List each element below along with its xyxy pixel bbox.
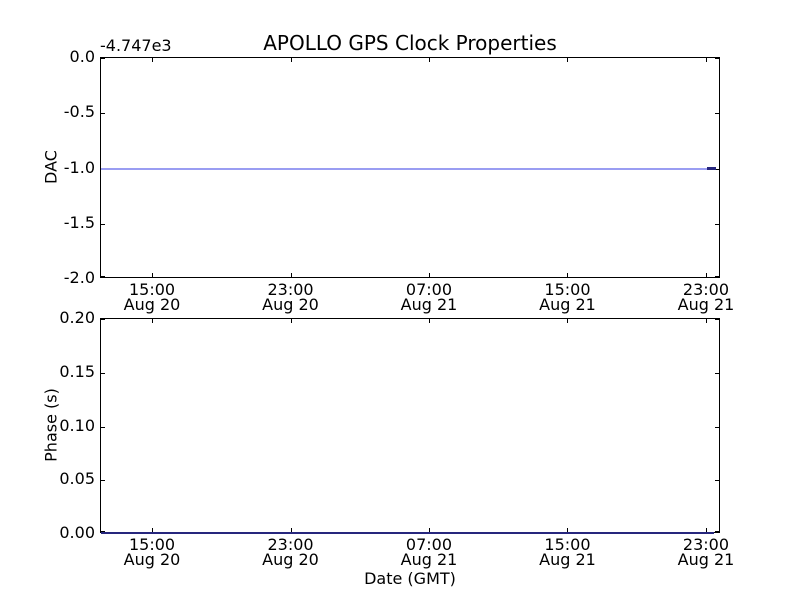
x-tick-mark (429, 528, 430, 532)
y-tick-mark (715, 58, 719, 59)
y-tick-mark (101, 224, 105, 225)
x-tick-mark (567, 273, 568, 277)
x-tick-label: 15:00 Aug 20 (104, 280, 200, 314)
dac-axes (100, 57, 720, 278)
y-tick-label: -0.5 (63, 102, 95, 122)
x-tick-label: 23:00 Aug 20 (243, 280, 339, 314)
phase-data-line (101, 532, 714, 534)
x-tick-label: 07:00 Aug 21 (381, 535, 477, 569)
y-tick-label: 0.20 (59, 308, 95, 327)
x-axis-label: Date (GMT) (364, 569, 456, 588)
y-tick-mark (715, 531, 719, 532)
x-tick-time: 15:00 (128, 280, 176, 299)
x-tick-time: 15:00 (544, 535, 591, 554)
dac-trend-line-line (101, 168, 714, 170)
x-tick-mark (291, 319, 292, 323)
x-tick-time: 07:00 (405, 280, 453, 299)
x-tick-label: 23:00 Aug 20 (243, 535, 339, 569)
x-tick-mark (706, 528, 707, 532)
x-tick-date: Aug 20 (262, 550, 319, 569)
x-tick-mark (706, 319, 707, 323)
x-tick-mark (429, 273, 430, 277)
y-tick-mark (101, 276, 105, 277)
x-tick-time: 15:00 (544, 280, 591, 299)
x-tick-mark (152, 58, 153, 62)
y-axis-offset-text: -4.747e3 (100, 36, 172, 55)
x-tick-time: 23:00 (267, 280, 314, 299)
chart-title: APOLLO GPS Clock Properties (263, 31, 557, 55)
y-tick-mark (715, 480, 719, 481)
y-tick-mark (715, 427, 719, 428)
x-tick-label: 15:00 Aug 21 (519, 280, 615, 314)
x-tick-date: Aug 21 (677, 550, 735, 569)
x-tick-mark (152, 273, 153, 277)
x-tick-mark (291, 58, 292, 62)
y-tick-label: 0.15 (59, 361, 95, 381)
y-tick-label: -2.0 (63, 268, 95, 287)
y-tick-mark (715, 113, 719, 114)
x-tick-time: 15:00 (128, 535, 176, 554)
x-tick-date: Aug 21 (539, 550, 596, 569)
dac-recent-data-line (707, 167, 716, 170)
x-tick-mark (429, 58, 430, 62)
y-tick-mark (101, 480, 105, 481)
x-tick-time: 23:00 (682, 535, 730, 554)
x-tick-date: Aug 20 (262, 295, 319, 314)
y-tick-mark (715, 169, 719, 170)
x-tick-date: Aug 20 (123, 550, 181, 569)
x-tick-date: Aug 21 (677, 295, 735, 314)
phase-axes (100, 318, 720, 534)
x-tick-date: Aug 21 (400, 550, 458, 569)
x-tick-label: 15:00 Aug 21 (519, 535, 615, 569)
x-tick-mark (291, 528, 292, 532)
x-tick-mark (429, 319, 430, 323)
x-tick-mark (152, 319, 153, 323)
x-tick-mark (567, 528, 568, 532)
x-tick-date: Aug 21 (539, 295, 596, 314)
y-tick-mark (101, 58, 105, 59)
x-tick-time: 07:00 (405, 535, 453, 554)
y-tick-mark (101, 373, 105, 374)
x-tick-mark (706, 58, 707, 62)
x-tick-label: 07:00 Aug 21 (381, 280, 477, 314)
x-tick-label: 15:00 Aug 20 (104, 535, 200, 569)
y-tick-mark (101, 531, 105, 532)
x-tick-mark (152, 528, 153, 532)
y-tick-mark (715, 224, 719, 225)
y-tick-mark (101, 319, 105, 320)
y-tick-label: -1.5 (63, 212, 95, 232)
y-tick-mark (715, 319, 719, 320)
x-tick-time: 23:00 (267, 535, 314, 554)
y-tick-label: 0.0 (69, 47, 95, 66)
y-tick-label: 0.05 (59, 469, 95, 489)
y-tick-mark (715, 276, 719, 277)
x-tick-mark (706, 273, 707, 277)
y-tick-mark (715, 373, 719, 374)
y-tick-mark (101, 113, 105, 114)
y-tick-mark (101, 427, 105, 428)
y-tick-label: 0.00 (59, 523, 95, 542)
x-tick-mark (567, 58, 568, 62)
y-tick-label: -1.0 (63, 157, 95, 177)
x-tick-time: 23:00 (682, 280, 730, 299)
x-tick-date: Aug 20 (123, 295, 181, 314)
x-tick-label: 23:00 Aug 21 (658, 535, 754, 569)
x-tick-mark (291, 273, 292, 277)
x-tick-mark (567, 319, 568, 323)
x-tick-label: 23:00 Aug 21 (658, 280, 754, 314)
x-tick-date: Aug 21 (400, 295, 458, 314)
y-tick-label: 0.10 (59, 415, 95, 435)
